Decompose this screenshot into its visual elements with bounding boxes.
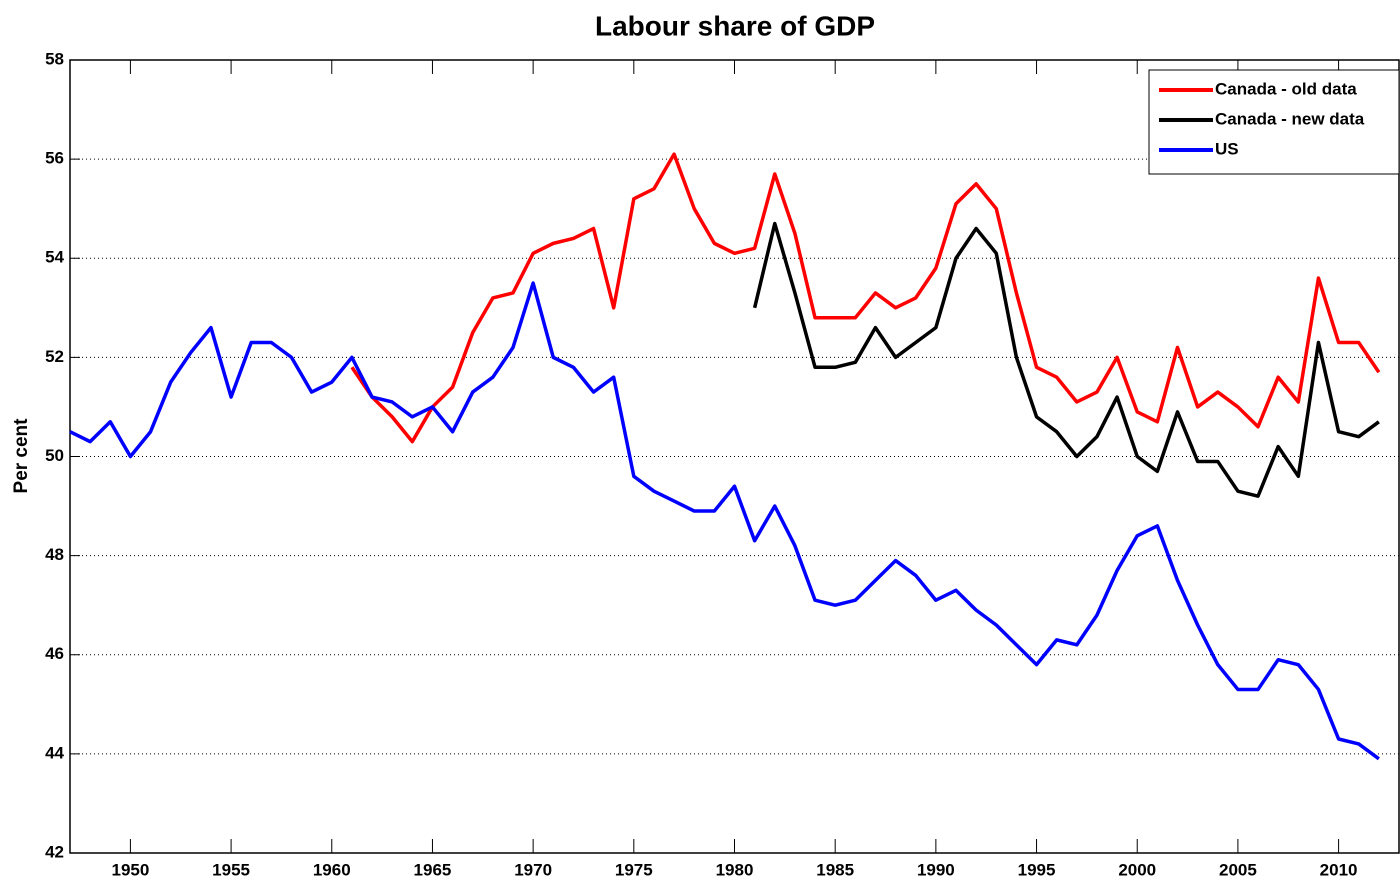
y-axis-label: Per cent <box>11 418 32 494</box>
x-tick-label: 1965 <box>414 860 452 879</box>
y-tick-label: 56 <box>45 149 64 168</box>
y-tick-label: 48 <box>45 545 64 564</box>
legend-label: Canada - old data <box>1215 79 1357 98</box>
y-tick-label: 52 <box>45 347 64 366</box>
x-tick-label: 1975 <box>615 860 653 879</box>
legend-label: Canada - new data <box>1215 109 1365 128</box>
x-tick-label: 2000 <box>1118 860 1156 879</box>
series-line <box>69 281 1380 761</box>
x-tick-label: 1950 <box>111 860 149 879</box>
x-tick-label: 1955 <box>212 860 250 879</box>
y-tick-label: 50 <box>45 446 64 465</box>
chart-title: Labour share of GDP <box>595 10 875 41</box>
y-tick-label: 54 <box>45 248 64 267</box>
x-tick-label: 1980 <box>716 860 754 879</box>
x-tick-label: 1970 <box>514 860 552 879</box>
plot-frame <box>69 59 1400 854</box>
y-tick-label: 44 <box>45 743 64 762</box>
y-tick-label: 46 <box>45 644 64 663</box>
x-tick-label: 1995 <box>1018 860 1056 879</box>
x-tick-label: 1985 <box>816 860 854 879</box>
y-tick-label: 42 <box>45 842 64 861</box>
x-tick-label: 2005 <box>1219 860 1257 879</box>
series-line <box>752 221 1380 498</box>
y-tick-label: 58 <box>45 49 64 68</box>
x-tick-label: 1990 <box>917 860 955 879</box>
x-tick-label: 1960 <box>313 860 351 879</box>
x-tick-label: 2010 <box>1320 860 1358 879</box>
legend-label: US <box>1215 139 1239 158</box>
series-line <box>350 152 1381 444</box>
